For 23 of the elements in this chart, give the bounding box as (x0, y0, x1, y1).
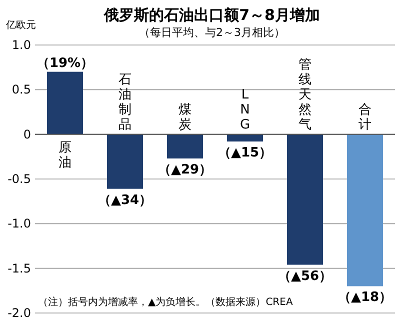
y-tick-label: -1.5 (8, 261, 31, 276)
y-tick-label: -2.0 (8, 306, 31, 320)
y-axis-title: 亿欧元 (5, 20, 36, 31)
annotation: （▲56） (278, 268, 332, 284)
x-tick-label: 合计 (358, 102, 372, 132)
x-tick-label: 石油制品 (118, 72, 132, 132)
annotation: （注）括号内为增减率，▲为负增长。（数据来源）CREA (38, 296, 293, 308)
chart-title: 俄罗斯的石油出口额7～8月增加 (103, 6, 320, 24)
annotation: （▲29） (158, 162, 212, 178)
x-tick-label: LNG (240, 87, 250, 132)
y-tick-label: -0.5 (8, 172, 31, 186)
y-tick-label: 0.5 (12, 82, 31, 97)
annotation: （▲15） (218, 145, 272, 160)
annotation: （▲18） (338, 290, 392, 306)
annotation: （19%） (36, 56, 94, 71)
chart-subtitle: （每日平均、与2～3月相比） (139, 26, 285, 39)
x-tick-label: 煤炭 (178, 102, 192, 132)
x-tick-label: 管线天然气 (298, 57, 312, 132)
y-tick-label: 1.0 (12, 38, 31, 52)
x-tick-label: 原油 (58, 140, 72, 170)
y-tick-label: 0 (23, 127, 31, 142)
annotation: （▲34） (98, 192, 152, 208)
y-tick-label: -1.0 (8, 216, 31, 231)
